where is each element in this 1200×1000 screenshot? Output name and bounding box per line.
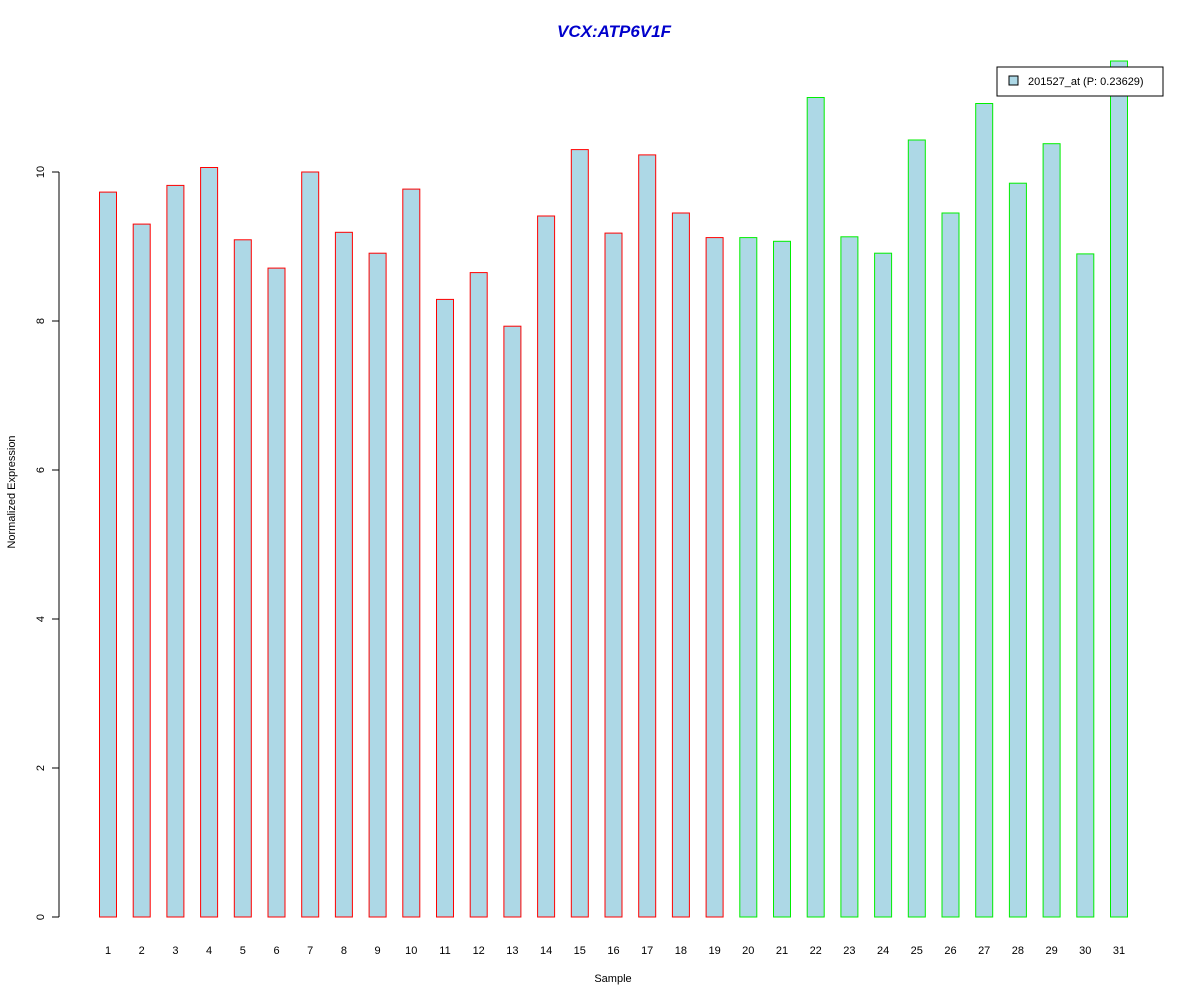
bar — [907, 139, 926, 918]
bar — [638, 154, 657, 918]
bar — [1042, 143, 1061, 918]
bar — [368, 252, 387, 918]
bar — [469, 272, 488, 918]
x-tick-label: 14 — [540, 945, 552, 957]
x-tick-label: 25 — [911, 945, 923, 957]
x-tick-label: 12 — [473, 945, 485, 957]
x-tick-label: 4 — [206, 945, 212, 957]
y-tick-label: 4 — [35, 616, 47, 622]
x-tick-label: 17 — [641, 945, 653, 957]
x-tick-label: 10 — [405, 945, 417, 957]
y-tick-label: 2 — [35, 765, 47, 771]
bars — [99, 60, 1128, 918]
x-tick-label: 30 — [1079, 945, 1091, 957]
bar — [99, 191, 117, 918]
bar — [840, 236, 859, 918]
x-tick-label: 5 — [240, 945, 246, 957]
x-tick-label: 15 — [574, 945, 586, 957]
bar — [975, 103, 994, 918]
chart-title: VCX:ATP6V1F — [557, 22, 672, 41]
x-axis-label: Sample — [594, 973, 631, 985]
x-tick-label: 28 — [1012, 945, 1024, 957]
x-tick-label: 16 — [607, 945, 619, 957]
bar — [166, 184, 185, 918]
x-tick-label: 26 — [944, 945, 956, 957]
bar — [233, 239, 252, 918]
y-axis: 0 2 4 6 8 10 — [35, 166, 60, 920]
bar — [436, 298, 454, 918]
bar — [132, 223, 151, 918]
x-tick-label: 20 — [742, 945, 754, 957]
x-tick-label: 21 — [776, 945, 788, 957]
x-tick-label: 29 — [1045, 945, 1057, 957]
bar — [806, 97, 825, 918]
x-tick-label: 13 — [506, 945, 518, 957]
legend-entry: 201527_at (P: 0.23629) — [1028, 76, 1144, 88]
x-tick-label: 1 — [105, 945, 111, 957]
x-tick-label: 2 — [139, 945, 145, 957]
x-tick-label: 6 — [273, 945, 279, 957]
bar — [402, 188, 421, 918]
bar — [671, 212, 690, 918]
bar — [537, 215, 556, 918]
bar — [1076, 253, 1095, 918]
x-tick-label: 7 — [307, 945, 313, 957]
bar — [604, 232, 623, 918]
x-axis-tick-labels: 1 2 3 4 5 6 7 8 9 10 11 12 13 14 15 16 17 18 19 20 21 22 23 24 2… — [105, 945, 1125, 957]
y-tick-label: 6 — [35, 467, 47, 473]
bar — [334, 231, 353, 918]
legend-box — [996, 66, 1164, 97]
x-tick-label: 11 — [439, 945, 450, 957]
legend: 201527_at (P: 0.23629) — [996, 66, 1164, 97]
x-tick-label: 23 — [843, 945, 855, 957]
bar — [1008, 182, 1027, 918]
bar — [874, 252, 893, 918]
bar — [705, 237, 724, 918]
bar — [267, 267, 286, 918]
x-tick-label: 22 — [810, 945, 822, 957]
x-tick-label: 9 — [375, 945, 381, 957]
bar — [941, 212, 960, 918]
x-tick-label: 18 — [675, 945, 687, 957]
bar — [773, 240, 791, 918]
x-tick-label: 3 — [172, 945, 178, 957]
bar — [503, 325, 522, 918]
x-tick-label: 8 — [341, 945, 347, 957]
x-tick-label: 24 — [877, 945, 889, 957]
x-tick-label: 19 — [708, 945, 720, 957]
legend-swatch — [1008, 75, 1019, 86]
bar — [301, 171, 320, 918]
bar — [200, 167, 219, 918]
x-tick-label: 27 — [978, 945, 990, 957]
y-axis-label: Normalized Expression — [6, 435, 18, 548]
bar — [570, 149, 589, 918]
x-tick-label: 31 — [1113, 945, 1125, 957]
y-tick-label: 8 — [35, 318, 47, 324]
bar — [739, 237, 758, 918]
y-tick-label: 10 — [35, 166, 47, 178]
y-tick-label: 0 — [35, 914, 47, 920]
bar — [1110, 60, 1128, 918]
